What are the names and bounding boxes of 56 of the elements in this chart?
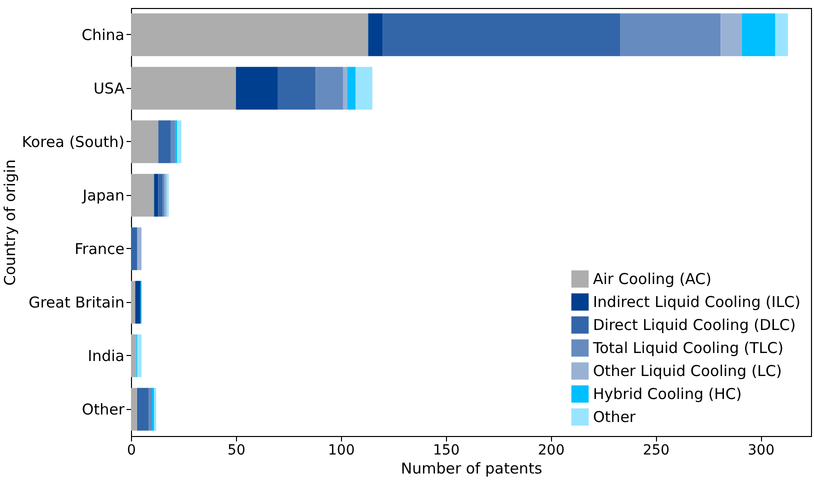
bar <box>347 66 356 110</box>
bar <box>131 227 138 270</box>
bar <box>152 388 154 431</box>
y-tick-label: India <box>88 346 124 365</box>
bar <box>720 13 742 56</box>
bar <box>131 174 154 217</box>
bar <box>135 280 140 324</box>
bar <box>131 388 138 431</box>
bar <box>158 120 171 164</box>
bar <box>131 120 158 164</box>
x-tick-label: 150 <box>432 442 460 458</box>
bar <box>138 388 149 431</box>
bar <box>131 13 368 56</box>
x-tick-label: 250 <box>642 442 670 458</box>
bar <box>162 174 165 217</box>
y-tick-label: France <box>74 240 124 258</box>
bar <box>316 66 343 110</box>
x-tick-label: 0 <box>127 442 136 458</box>
bar <box>342 66 348 110</box>
y-tick-label: China <box>82 26 124 44</box>
legend-label: Indirect Liquid Cooling (ILC) <box>593 293 801 311</box>
y-axis-title: Country of origin <box>0 159 19 286</box>
legend-label: Direct Liquid Cooling (DLC) <box>593 316 796 334</box>
bar <box>382 13 620 56</box>
legend-label: Other <box>593 408 636 426</box>
bar <box>177 120 182 164</box>
x-tick-label: 200 <box>538 442 565 458</box>
bar <box>170 120 176 164</box>
x-tick-label: 100 <box>328 442 355 458</box>
bar <box>131 334 136 378</box>
x-tick-label: 50 <box>228 442 246 458</box>
bar <box>148 388 152 431</box>
bar <box>278 66 316 110</box>
legend-label: Hybrid Cooling (HC) <box>593 385 742 403</box>
bar <box>131 66 236 110</box>
bar <box>137 227 142 270</box>
bar <box>742 13 776 56</box>
legend-label: Total Liquid Cooling (TLC) <box>592 339 784 357</box>
x-tick-label: 300 <box>748 442 774 458</box>
legend-label: Air Cooling (AC) <box>593 270 712 288</box>
bar <box>620 13 721 56</box>
y-tick-label: Great Britain <box>28 293 124 312</box>
y-tick-label: Japan <box>82 186 124 204</box>
bar <box>356 66 372 110</box>
bar <box>131 280 136 324</box>
bar <box>158 174 162 217</box>
bar <box>368 13 383 56</box>
y-tick-label: Other <box>82 400 126 418</box>
y-tick-label: USA <box>93 79 126 98</box>
x-axis-title: Number of patents <box>400 460 542 478</box>
bar <box>775 13 788 56</box>
bar <box>137 334 142 378</box>
legend-label: Other Liquid Cooling (LC) <box>593 362 782 380</box>
y-tick-label: Korea (South) <box>22 132 124 151</box>
bar <box>236 66 278 110</box>
bar <box>154 174 158 217</box>
